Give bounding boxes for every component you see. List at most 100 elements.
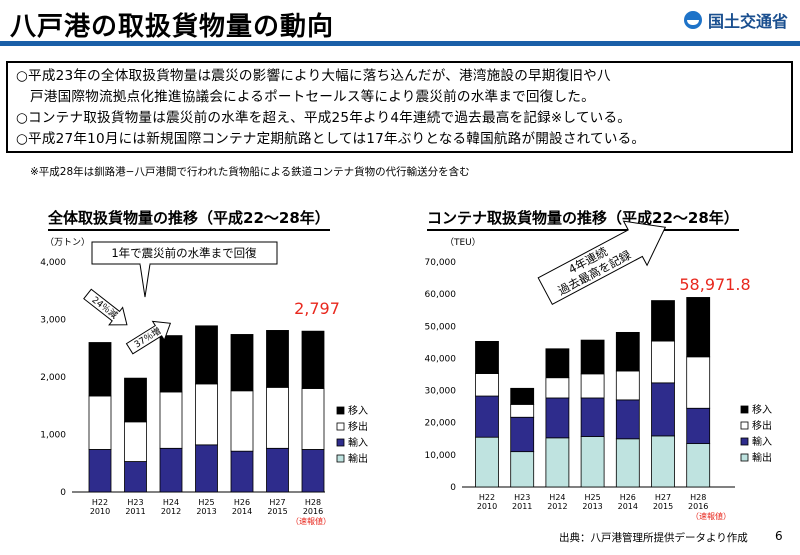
bar-segment (651, 382, 675, 437)
bar-segment (266, 447, 289, 493)
x-tick-sublabel: 2015 (653, 502, 673, 511)
bar-segment (124, 421, 147, 462)
bar-segment (545, 397, 570, 439)
bar-segment (615, 399, 640, 440)
x-tick-sublabel: 2014 (618, 502, 638, 511)
legend-label: 移出 (348, 420, 368, 433)
bar-segment (230, 390, 254, 452)
legend-label: 輸入 (348, 436, 368, 449)
bar-segment (510, 451, 535, 488)
ministry-logo: 国土交通省 (683, 8, 788, 32)
x-tick-label: H25 (198, 498, 214, 507)
summary-line-4: ○平成27年10月には新規国際コンテナ定期航路としては17年ぶりとなる韓国航路が… (16, 131, 646, 147)
y-tick-label: 20,000 (425, 419, 457, 429)
bar-segment (195, 444, 218, 493)
y-tick-label: 50,000 (425, 322, 457, 332)
x-tick-sublabel: 2011 (512, 502, 532, 511)
x-tick-sublabel: 2016 (303, 507, 323, 516)
bar-segment (124, 461, 147, 493)
bar-segment (686, 443, 711, 488)
bar-segment (510, 416, 535, 453)
title-underline (0, 41, 800, 46)
legend-swatch (740, 421, 749, 430)
bar-segment (301, 330, 325, 389)
bar-segment (510, 387, 535, 405)
summary-line-3: ○コンテナ取扱貨物量は震災前の水準を超え、平成25年より4年連続で過去最高を記録… (16, 110, 632, 126)
x-tick-label: H25 (584, 493, 600, 502)
bar-segment (159, 447, 183, 493)
legend-label: 移入 (752, 403, 772, 416)
bar-segment (651, 300, 675, 342)
x-tick-label: H24 (549, 493, 565, 502)
bar-segment (195, 325, 218, 385)
bar-segment (230, 334, 254, 392)
bar-segment (615, 438, 640, 488)
legend-swatch (336, 454, 345, 463)
bar-segment (195, 383, 218, 446)
bar-segment (651, 340, 675, 384)
legend-label: 輸入 (752, 435, 772, 448)
y-tick-label: 30,000 (425, 387, 457, 397)
decrease-arrow-shape (83, 288, 128, 326)
bar-segment (580, 373, 605, 399)
y-tick-label: 2,000 (40, 373, 66, 383)
prelim-label: （速報値） (291, 516, 331, 526)
x-tick-label: H24 (163, 498, 179, 507)
bar-segment (686, 356, 711, 409)
logo-text: 国土交通省 (707, 12, 788, 31)
highlight-value: 58,971.8 (679, 275, 750, 294)
legend-swatch (336, 438, 345, 447)
bar-segment (159, 335, 183, 393)
chart-title-total: 全体取扱貨物量の推移（平成22〜28年） (48, 207, 330, 231)
legend-swatch (740, 437, 749, 446)
bar-segment (510, 403, 535, 418)
record-arrow-shape (537, 220, 667, 306)
bar-segment (545, 348, 570, 379)
x-tick-sublabel: 2011 (125, 507, 145, 516)
x-tick-label: H23 (127, 498, 143, 507)
x-tick-sublabel: 2010 (477, 502, 497, 511)
bar-segment (651, 435, 675, 488)
y-unit-label: （TEU） (445, 237, 481, 248)
y-tick-label: 0 (60, 488, 66, 498)
bar-segment (580, 436, 605, 488)
bar-segment (124, 377, 147, 423)
bar-segment (545, 437, 570, 488)
x-tick-sublabel: 2013 (582, 502, 602, 511)
y-unit-label: （万トン） (45, 237, 90, 248)
x-tick-sublabel: 2016 (688, 502, 708, 511)
x-tick-sublabel: 2012 (161, 507, 181, 516)
bar-segment (266, 386, 289, 449)
x-tick-label: H27 (269, 498, 285, 507)
x-tick-sublabel: 2012 (547, 502, 567, 511)
y-tick-label: 0 (450, 483, 456, 493)
highlight-value: 2,797 (294, 299, 340, 318)
bar-segment (230, 450, 254, 493)
x-tick-label: H26 (234, 498, 250, 507)
y-tick-label: 10,000 (425, 451, 457, 461)
x-tick-sublabel: 2013 (196, 507, 216, 516)
bar-segment (686, 297, 711, 358)
legend-swatch (336, 406, 345, 415)
page-number: 6 (775, 529, 783, 543)
decrease-arrow: 24％減 (83, 288, 128, 326)
bar-segment (88, 342, 112, 397)
x-tick-label: H27 (655, 493, 671, 502)
title-bar: 八戸港の取扱貨物量の動向 国土交通省 (0, 0, 800, 48)
prelim-label: （速報値） (691, 511, 731, 521)
y-tick-label: 70,000 (425, 258, 457, 268)
legend-label: 移入 (348, 404, 368, 417)
legend-swatch (740, 453, 749, 462)
bar-segment (475, 373, 499, 397)
bar-segment (686, 407, 711, 445)
callout-pointer (139, 263, 151, 298)
x-tick-label: H22 (479, 493, 495, 502)
bar-segment (301, 388, 325, 450)
callout-box (91, 241, 278, 265)
footnote: ※平成28年は釧路港−八戸港間で行われた貨物船による鉄道コンテナ貨物の代行輸送分… (30, 166, 470, 178)
bar-segment (88, 395, 112, 450)
legend-label: 移出 (752, 419, 772, 432)
bar-segment (159, 391, 183, 449)
legend-swatch (336, 422, 345, 431)
